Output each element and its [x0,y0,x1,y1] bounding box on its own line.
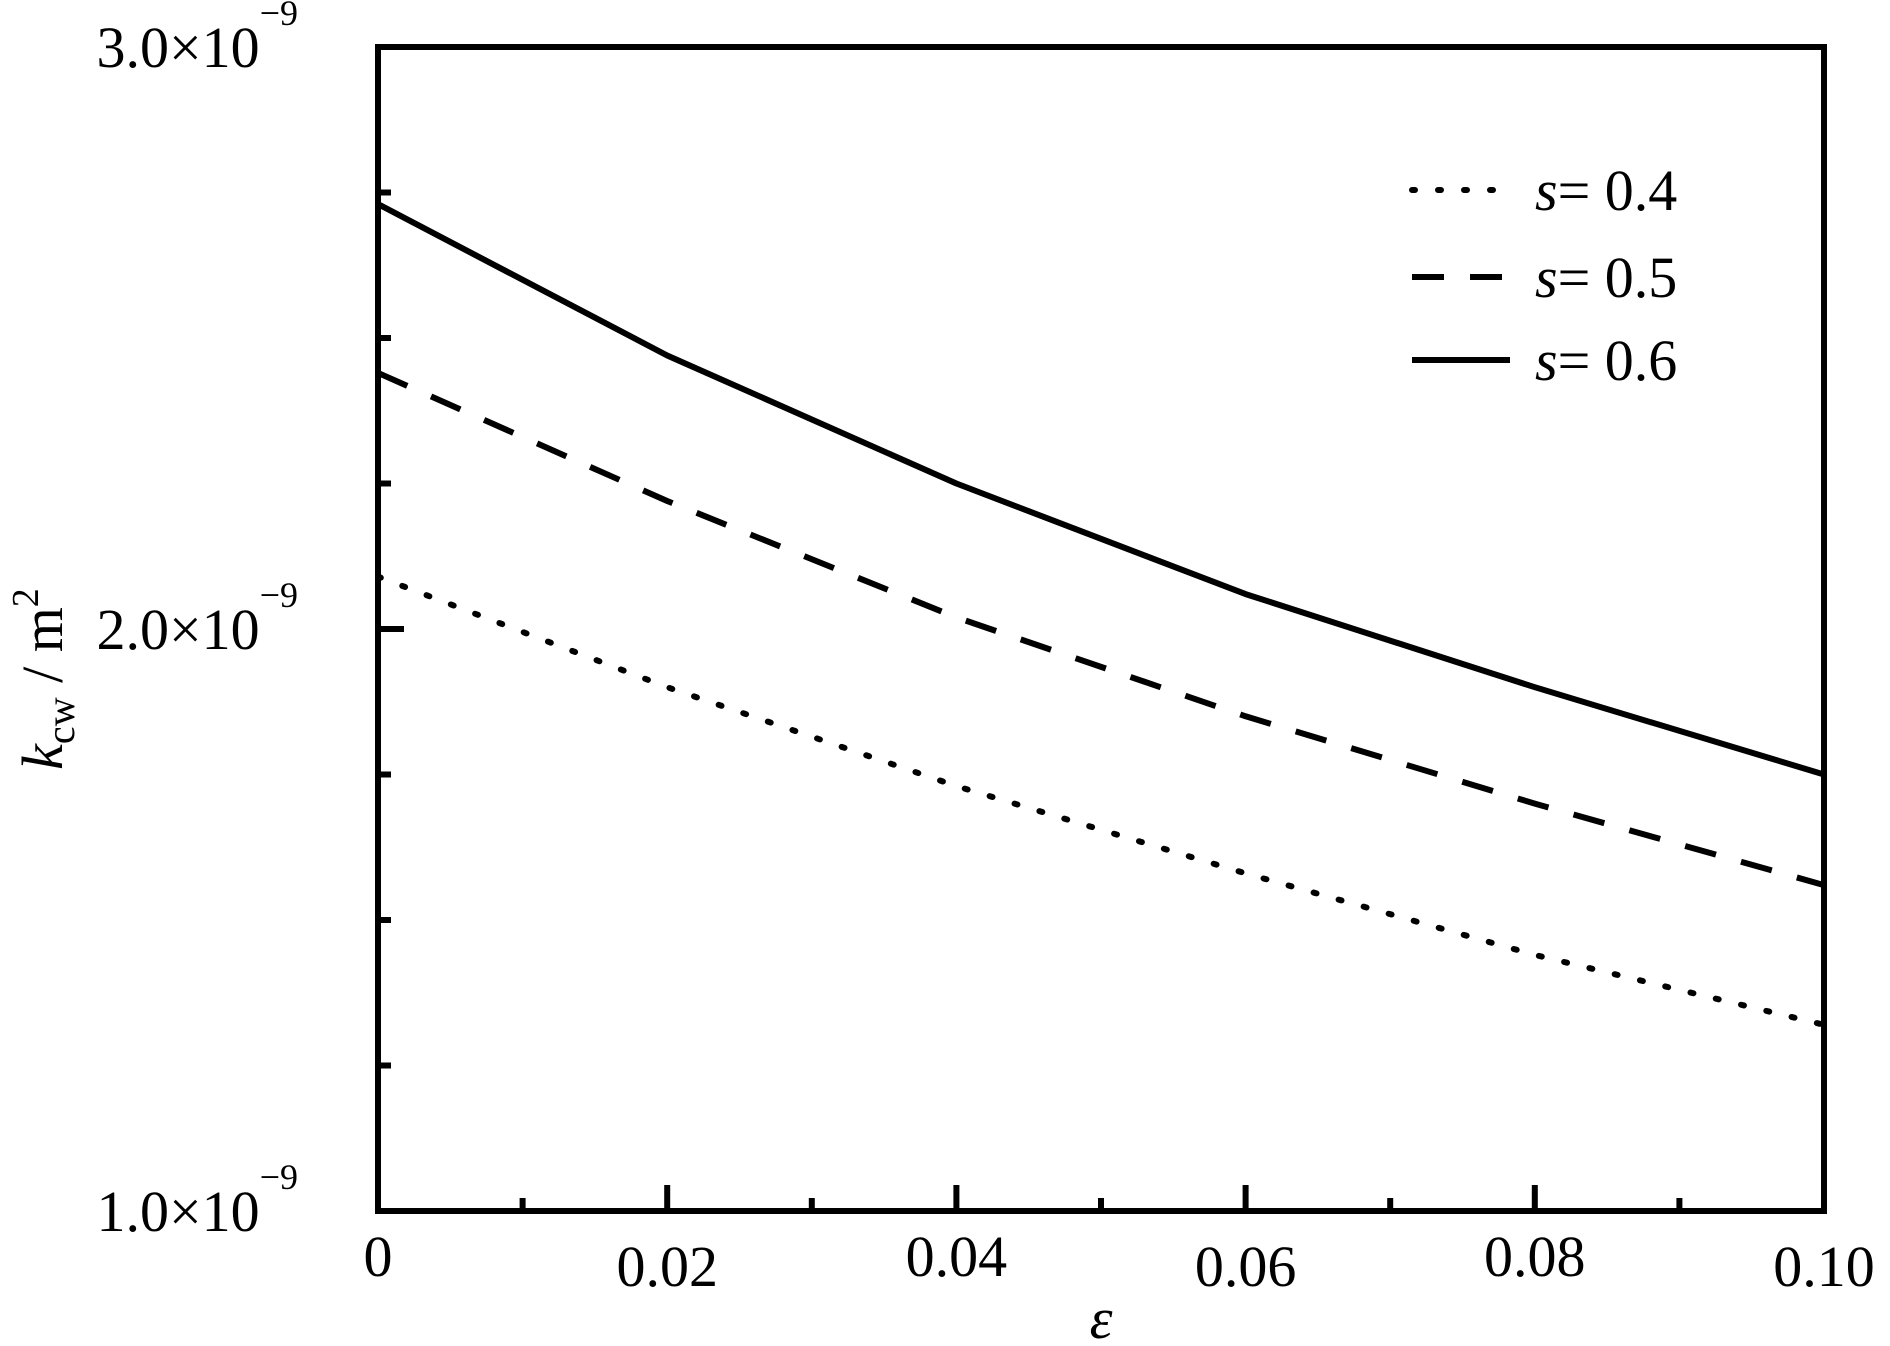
y-axis-unit-exponent: 2 [5,588,47,607]
tick-labels: 0 0.02 0.04 0.06 0.08 0.10 1.0×10−9 2.0×10−9 3.0… [96,0,1874,1299]
y-tick-label: 3.0×10−9 [96,0,298,80]
x-axis-title: ε [1090,1286,1113,1346]
y-tick-label: 1.0×10−9 [96,1157,298,1244]
legend-label: s= 0.6 [1535,328,1677,393]
x-tick-label: 0.04 [906,1224,1008,1289]
series-line-dotted [375,573,1827,1028]
x-tick-label: 0.06 [1195,1234,1297,1299]
legend-label: s= 0.4 [1535,158,1677,223]
series-layer [375,201,1827,1028]
legend: s= 0.4 s= 0.5 s= 0.6 [1409,158,1677,393]
series-line-dashed [376,370,1825,888]
y-axis-subscript: cw [38,697,83,744]
series-line-solid [376,201,1825,778]
x-tick-label: 0.08 [1484,1224,1586,1289]
legend-label: s= 0.5 [1535,245,1677,310]
plot-frame [375,44,1827,1214]
y-axis-unit: / m [10,607,75,697]
y-tick-label: 2.0×10−9 [96,575,298,662]
y-axis-symbol: k [10,743,75,770]
x-tick-label: 0.10 [1773,1234,1875,1299]
x-tick-label: 0.02 [616,1234,718,1299]
y-axis-title: kcw / m2 [5,588,83,770]
x-tick-label: 0 [364,1224,393,1289]
